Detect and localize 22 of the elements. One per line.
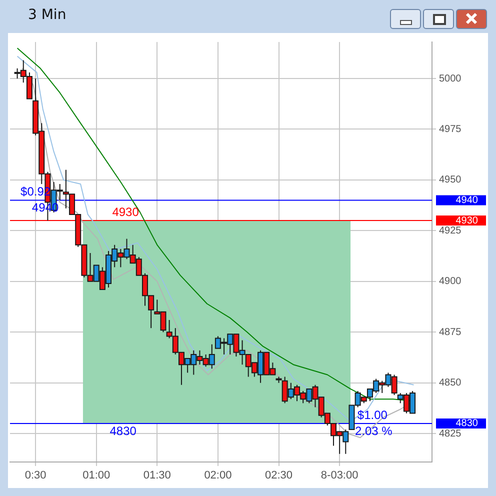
x-tick-label: 0:30 (24, 470, 46, 482)
x-tick-label: 01:00 (82, 470, 110, 482)
x-tick-label: 02:30 (265, 470, 293, 482)
chart-title: 3 Min (28, 7, 66, 23)
y-tick-label: 4950 (439, 174, 462, 186)
ref-line-label: 4940 (456, 195, 478, 206)
annotation: $1.00 (357, 408, 388, 422)
ref-line-label: 4930 (456, 215, 478, 226)
x-tick-label: 01:30 (143, 470, 171, 482)
annotation: 2.03 % (354, 424, 393, 438)
annotation: 4830 (110, 424, 137, 438)
y-tick-label: 4900 (439, 276, 462, 288)
x-tick-label: 02:00 (204, 470, 232, 482)
y-tick-label: 4850 (439, 378, 462, 389)
y-tick-label: 4925 (439, 225, 462, 236)
y-tick-label: 5000 (439, 73, 462, 84)
y-tick-label: 4825 (439, 428, 462, 440)
annotation: 4930 (112, 204, 140, 219)
x-tick-label: 8-03:00 (320, 470, 358, 482)
y-tick-label: 4975 (439, 124, 462, 135)
ref-line-label: 4830 (456, 418, 478, 430)
y-tick-label: 4875 (439, 326, 462, 338)
